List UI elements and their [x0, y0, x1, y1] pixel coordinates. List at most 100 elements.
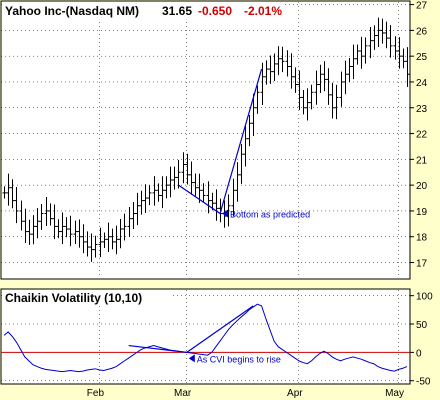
price-panel [0, 0, 411, 280]
price-bar [19, 200, 24, 231]
price-bar [2, 186, 7, 199]
price-tick-label: 18 [416, 233, 428, 244]
price-bar [330, 82, 335, 119]
price-bar [339, 71, 344, 107]
indicator-annotation: As CVI begins to rise [197, 354, 281, 364]
price-tick-label: 17 [416, 259, 428, 270]
price-bar [210, 192, 215, 211]
price-bar [89, 233, 94, 262]
price-bar [231, 178, 236, 217]
indicator-tick-label: 100 [416, 292, 433, 303]
price-bar [285, 50, 290, 77]
price-bar [401, 48, 406, 69]
price-bar [351, 44, 356, 80]
price-bar [214, 189, 219, 221]
price-annotation: Bottom as predicted [230, 210, 310, 220]
price-bar [397, 37, 402, 69]
price-bar [122, 213, 127, 241]
price-bar [114, 225, 119, 255]
price-bar [35, 208, 40, 239]
price-bar [289, 53, 294, 89]
price-tick-label: 21 [416, 155, 428, 166]
price-bar [343, 60, 348, 95]
price-bar [27, 219, 32, 245]
price-trendline-path [178, 68, 263, 215]
price-bar [135, 192, 140, 226]
price-bar [272, 53, 277, 82]
price-tick-label: 25 [416, 52, 428, 63]
price-bar [93, 235, 98, 258]
price-title: Yahoo Inc-(Nasdaq NM) [5, 4, 139, 18]
indicator-y-ticks: -50 0 50 100 [410, 292, 433, 388]
price-bar [73, 220, 78, 245]
price-bar [52, 204, 57, 240]
indicator-line [3, 303, 408, 373]
x-tick-label: May [385, 388, 404, 399]
price-bar [143, 184, 148, 214]
price-bar [156, 183, 161, 202]
indicator-tick-label: 0 [416, 348, 422, 359]
price-annotation-arrow [222, 209, 229, 218]
indicator-series-line [3, 303, 408, 373]
price-bar [31, 215, 36, 245]
price-tick-label: 22 [416, 130, 428, 141]
price-bar [48, 203, 53, 226]
x-tick-label: Mar [174, 388, 192, 399]
price-bar [268, 55, 273, 84]
price-bar [85, 231, 90, 257]
price-bar [393, 36, 398, 60]
price-bar [172, 166, 177, 190]
price-bar [243, 125, 248, 167]
price-change: -0.650 [198, 4, 232, 18]
price-header-bg [2, 2, 285, 20]
price-bar [185, 153, 190, 185]
price-change-pct: -2.01% [244, 4, 282, 18]
price-bar [251, 93, 256, 136]
price-bar [322, 61, 327, 92]
price-bar [39, 203, 44, 230]
price-bar [127, 207, 132, 237]
price-bar [102, 232, 107, 248]
price-tick-label: 27 [416, 1, 428, 12]
price-bar [23, 208, 28, 243]
x-tick-label: Feb [87, 388, 105, 399]
price-bar [206, 181, 211, 214]
price-bars [2, 17, 410, 262]
price-bar [239, 144, 244, 184]
price-bar [193, 173, 198, 196]
price-bar [293, 67, 298, 93]
price-bar [56, 219, 61, 239]
price-bar [168, 166, 173, 198]
price-bar [359, 36, 364, 69]
price-bar [260, 62, 265, 105]
price-bar [201, 183, 206, 202]
price-bar [81, 224, 86, 254]
price-bar [164, 176, 169, 199]
price-bar [305, 88, 310, 121]
price-bar [197, 173, 202, 203]
price-tick-label: 23 [416, 104, 428, 115]
price-bar [376, 17, 381, 47]
price-bar [160, 176, 165, 209]
indicator-title: Chaikin Volatility (10,10) [5, 291, 142, 305]
price-bar [355, 44, 360, 65]
price-bar [363, 37, 368, 64]
price-bar [280, 46, 285, 73]
price-grid [1, 2, 410, 278]
price-bar [118, 218, 123, 249]
price-bar [309, 84, 314, 110]
price-bar [181, 152, 186, 184]
price-bar [77, 219, 82, 248]
price-tick-label: 20 [416, 181, 428, 192]
indicator-tick-label: -50 [416, 377, 431, 388]
price-bar [189, 161, 194, 195]
price-tick-label: 19 [416, 207, 428, 218]
price-bar [60, 212, 65, 245]
price-bar [301, 90, 306, 115]
price-tick-label: 26 [416, 26, 428, 37]
indicator-annotation-arrow [188, 354, 195, 363]
price-bar [64, 217, 69, 238]
price-bar [255, 85, 260, 114]
price-bar [405, 47, 410, 87]
